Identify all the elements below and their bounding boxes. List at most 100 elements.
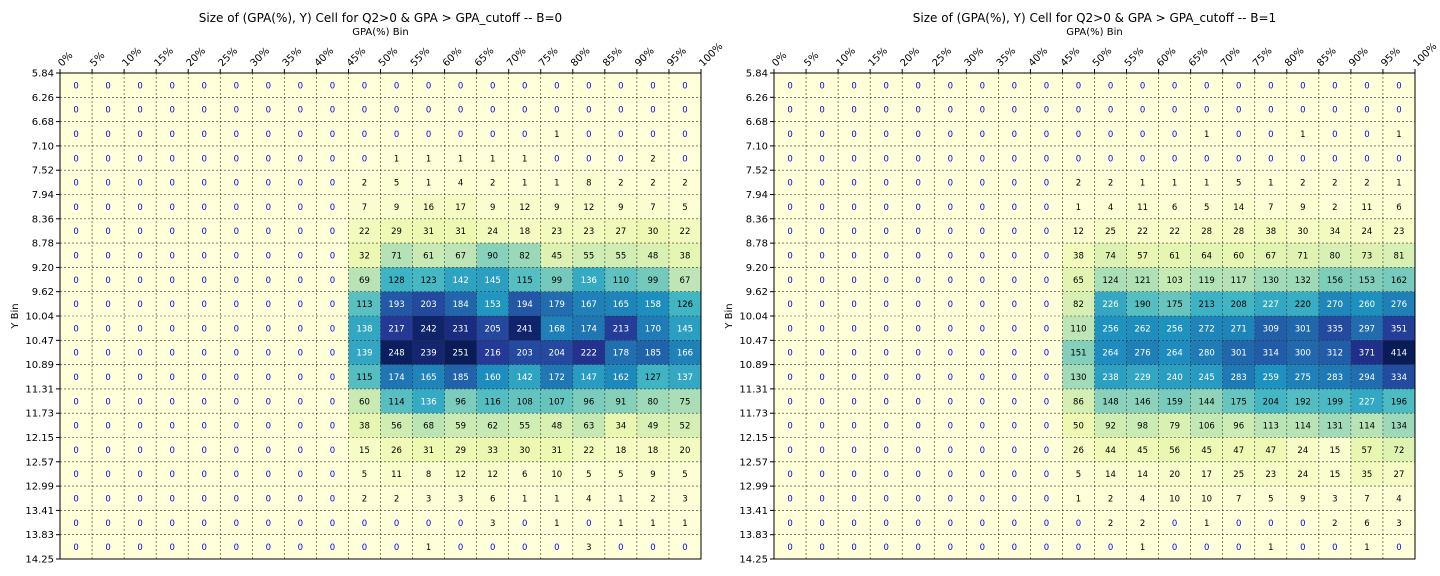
heatmap-cell <box>1190 510 1223 535</box>
heatmap-cell <box>998 145 1031 171</box>
heatmap-cell <box>902 243 935 268</box>
cell-value-label: 0 <box>73 81 78 91</box>
cell-value-label: 0 <box>73 422 78 432</box>
heatmap-cell <box>1158 364 1191 390</box>
cell-value-label: 0 <box>1012 494 1017 504</box>
cell-value-label: 213 <box>613 324 629 334</box>
cell-value-label: 0 <box>298 154 303 164</box>
heatmap-cell <box>1094 243 1127 268</box>
cell-value-label: 0 <box>1332 106 1337 116</box>
cell-value-label: 0 <box>73 324 78 334</box>
x-tick-label: 10% <box>120 46 144 70</box>
heatmap-cell <box>572 534 606 560</box>
cell-value-label: 301 <box>1295 324 1311 334</box>
heatmap-cell <box>806 243 839 268</box>
heatmap-cell <box>316 145 349 171</box>
x-tick-label: 35% <box>995 46 1019 70</box>
cell-value-label: 272 <box>1199 324 1215 334</box>
cell-value-label: 0 <box>169 446 174 456</box>
heatmap-cell <box>1190 388 1223 414</box>
cell-value-label: 0 <box>169 179 174 189</box>
cell-value-label: 0 <box>1012 106 1017 116</box>
cell-value-label: 0 <box>948 397 953 407</box>
heatmap-cell <box>92 291 125 317</box>
heatmap-cell <box>902 267 935 292</box>
cell-value-label: 44 <box>1105 446 1116 456</box>
cell-value-label: 0 <box>105 251 110 261</box>
heatmap-cell <box>636 413 670 438</box>
heatmap-cell <box>1030 340 1063 365</box>
cell-value-label: 6 <box>1396 203 1401 213</box>
cell-value-label: 0 <box>1396 154 1401 164</box>
y-tick-label: 12.15 <box>25 433 54 444</box>
heatmap-cell <box>444 97 477 122</box>
heatmap-cell <box>774 73 807 98</box>
heatmap-cell <box>540 437 574 463</box>
y-tick-label: 6.26 <box>746 93 768 104</box>
cell-value-label: 0 <box>819 300 824 310</box>
heatmap-cell <box>1158 413 1191 438</box>
heatmap-cell <box>1158 510 1191 535</box>
cell-value-label: 185 <box>453 373 469 383</box>
heatmap-cell <box>1030 73 1063 98</box>
cell-value-label: 0 <box>787 373 792 383</box>
heatmap-cell <box>934 97 967 122</box>
heatmap-cell <box>806 534 839 560</box>
cell-value-label: 31 <box>423 227 434 237</box>
cell-value-label: 0 <box>980 179 985 189</box>
cell-value-label: 0 <box>202 373 207 383</box>
heatmap-cell <box>1254 316 1288 341</box>
y-tick-label: 9.62 <box>32 287 54 298</box>
cell-value-label: 0 <box>330 130 335 140</box>
heatmap-cell <box>572 145 606 171</box>
cell-value-label: 0 <box>234 519 239 529</box>
cell-value-label: 0 <box>234 130 239 140</box>
cell-value-label: 38 <box>680 251 691 261</box>
heatmap-cell <box>1030 170 1063 195</box>
cell-value-label: 114 <box>1359 422 1375 432</box>
cell-value-label: 6 <box>490 494 495 504</box>
cell-value-label: 0 <box>1236 106 1241 116</box>
heatmap-cell <box>156 218 189 244</box>
heatmap-cell <box>668 461 702 487</box>
cell-value-label: 63 <box>583 422 594 432</box>
cell-value-label: 0 <box>1012 349 1017 359</box>
heatmap-cell <box>1222 510 1256 535</box>
cell-value-label: 0 <box>298 179 303 189</box>
cell-value-label: 0 <box>883 543 888 553</box>
cell-value-label: 0 <box>234 494 239 504</box>
heatmap-cell <box>1222 218 1256 244</box>
cell-value-label: 1 <box>618 494 623 504</box>
heatmap-cell <box>92 461 125 487</box>
heatmap-cell <box>284 413 317 438</box>
cell-value-label: 142 <box>517 373 533 383</box>
cell-value-label: 0 <box>1300 154 1305 164</box>
heatmap-cell <box>998 388 1031 414</box>
heatmap-cell <box>220 97 253 122</box>
cell-value-label: 107 <box>549 397 565 407</box>
heatmap-cell <box>124 291 157 317</box>
heatmap-cell <box>1222 97 1256 122</box>
cell-value-label: 0 <box>948 130 953 140</box>
heatmap-cell <box>604 267 638 292</box>
heatmap-cell <box>838 461 871 487</box>
cell-value-label: 0 <box>169 203 174 213</box>
cell-value-label: 0 <box>234 276 239 286</box>
cell-value-label: 5 <box>1204 203 1209 213</box>
heatmap-cell <box>1382 461 1416 487</box>
heatmap-cell <box>348 243 381 268</box>
cell-value-label: 0 <box>883 324 888 334</box>
heatmap-cell <box>540 413 574 438</box>
cell-value-label: 0 <box>851 519 856 529</box>
heatmap-cell <box>380 388 413 414</box>
heatmap-cell <box>1126 510 1159 535</box>
cell-value-label: 3 <box>426 494 431 504</box>
cell-value-label: 314 <box>1263 349 1279 359</box>
cell-value-label: 0 <box>298 106 303 116</box>
cell-value-label: 0 <box>916 179 921 189</box>
heatmap-cell <box>220 437 253 463</box>
cell-value-label: 178 <box>613 349 629 359</box>
cell-value-label: 0 <box>916 106 921 116</box>
cell-value-label: 239 <box>420 349 436 359</box>
heatmap-cell <box>284 437 317 463</box>
